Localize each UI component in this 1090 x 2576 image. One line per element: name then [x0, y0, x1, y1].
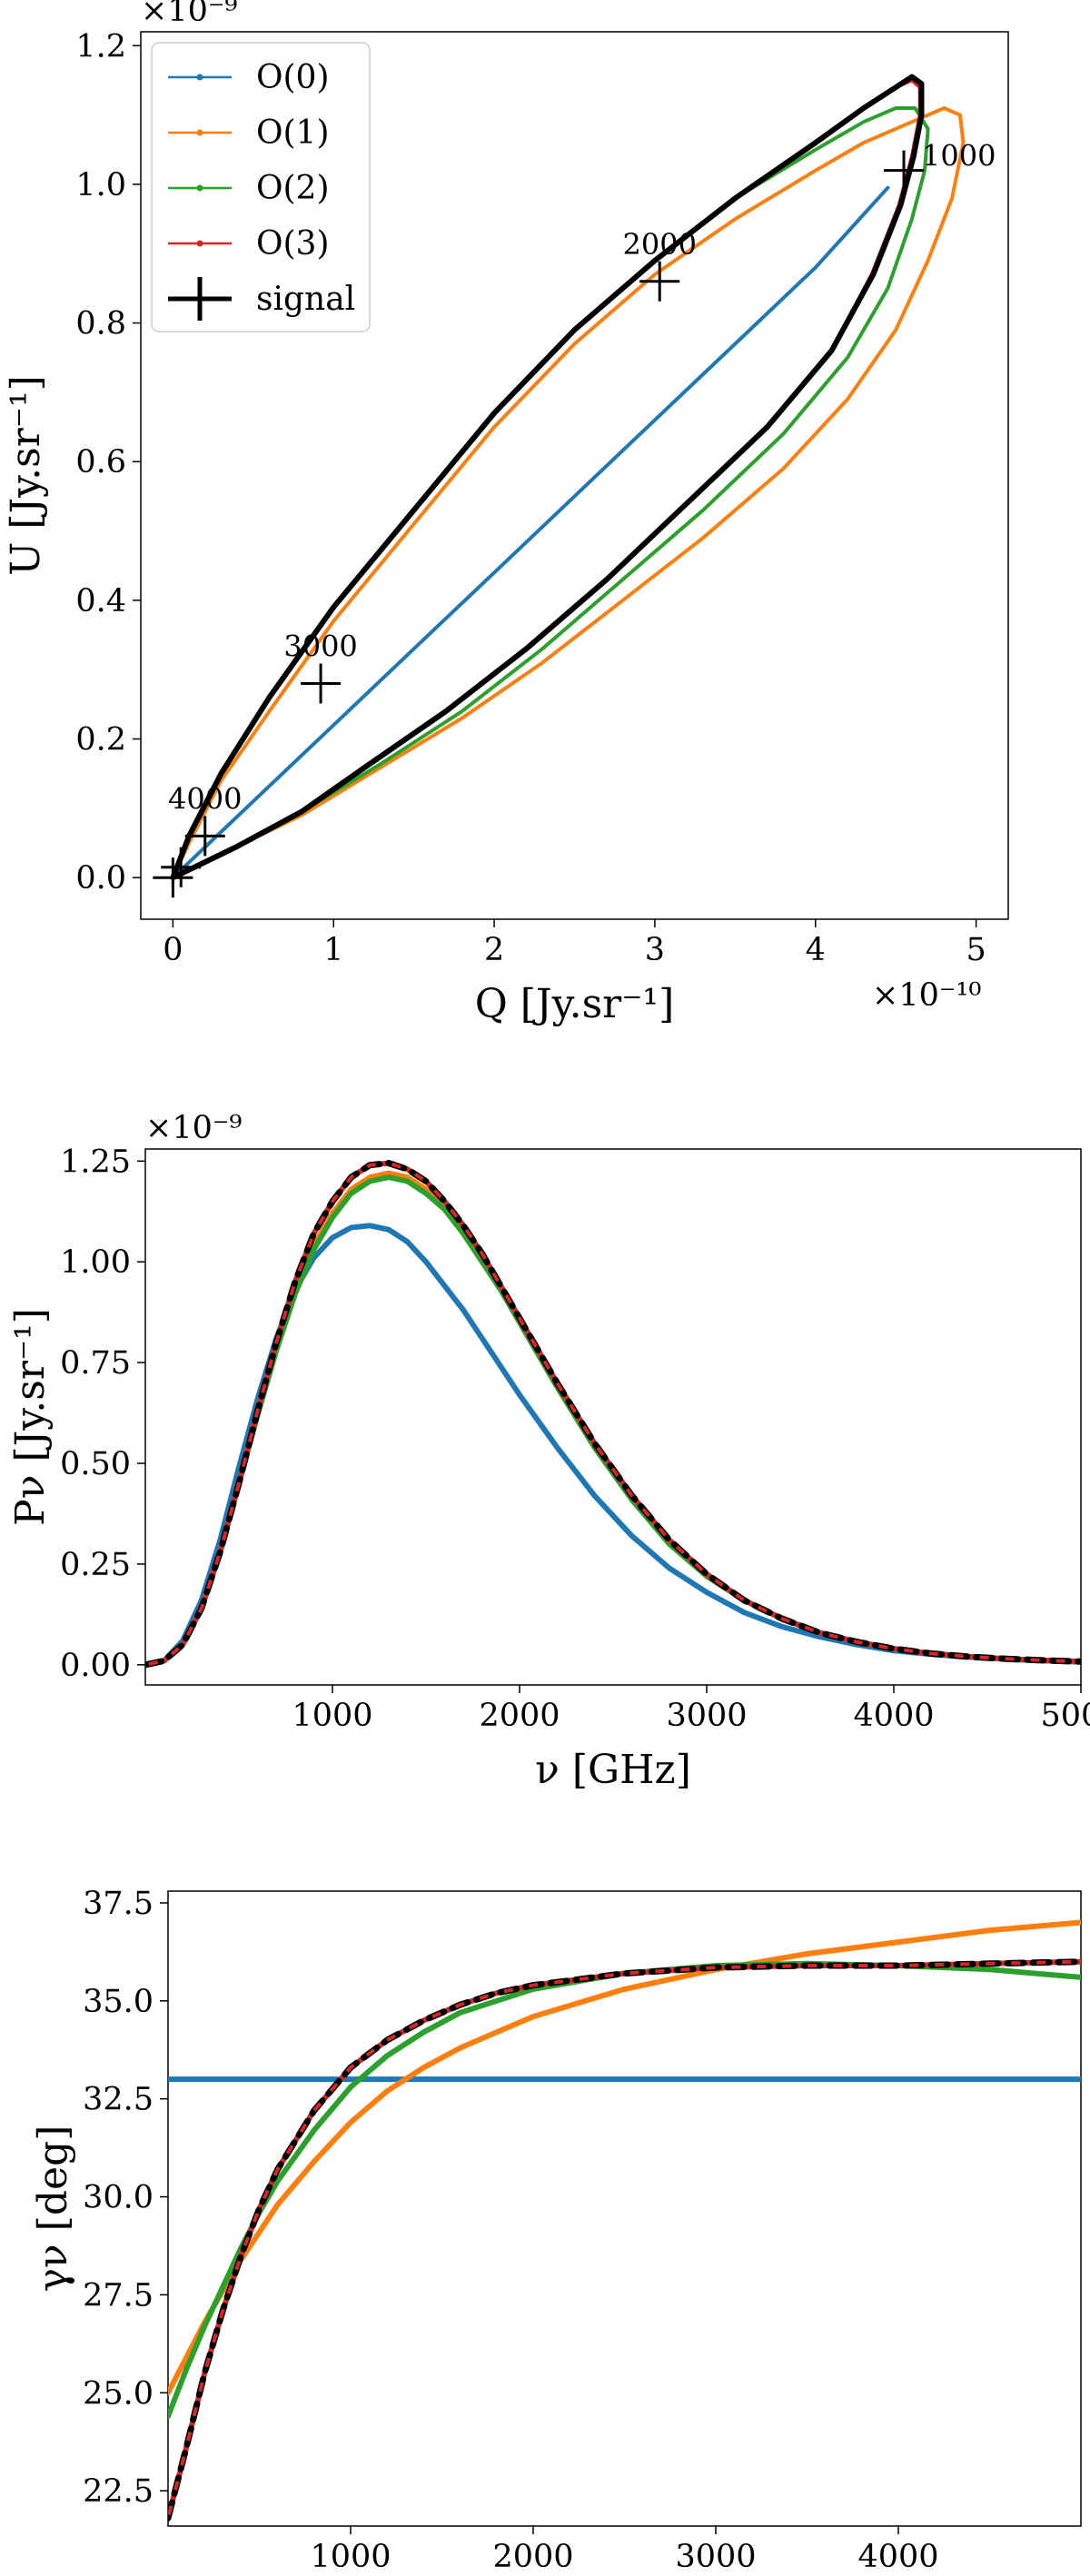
x-tick-label: 0 — [163, 932, 183, 968]
plot-frame — [140, 31, 1009, 920]
series-line-o3-overlay — [145, 1161, 1081, 1667]
plot-area — [168, 1919, 1081, 2522]
x-tick-label: 5 — [966, 932, 986, 968]
y-axis-label: U [Jy.sr⁻¹] — [3, 375, 49, 576]
legend-label: O(3) — [256, 225, 330, 263]
plot-frame — [167, 1890, 1082, 2527]
x-offset-text: ×10⁻¹⁰ — [872, 977, 981, 1014]
y-tick-label: 30.0 — [83, 2180, 154, 2216]
x-axis-label: ν [GHz] — [535, 1747, 691, 1793]
series-line-signal — [170, 74, 925, 881]
y-offset-text: ×10⁻⁹ — [145, 1110, 242, 1146]
series-line-o3 — [168, 1958, 1081, 2522]
x-tick-label: 4 — [806, 932, 826, 968]
x-tick-label: 2 — [484, 932, 504, 968]
y-tick-label: 22.5 — [83, 2473, 154, 2510]
legend-label: signal — [256, 281, 355, 318]
series-line-o1 — [171, 106, 966, 880]
y-tick-label: 1.0 — [75, 167, 126, 203]
y-axis-label: γν [deg] — [30, 2125, 76, 2293]
legend-label: O(1) — [256, 114, 330, 152]
x-tick-label: 3000 — [675, 2539, 756, 2575]
x-tick-label: 1000 — [292, 1698, 372, 1734]
series-line-signal — [145, 1160, 1081, 1669]
legend-marker — [196, 240, 203, 247]
x-tick-label: 5000 — [1040, 1698, 1090, 1734]
series-line-o1 — [168, 1919, 1081, 2396]
qu-plane-chart: 0 1 2 3 4 5 0.0 0.2 0.4 0.6 0.8 1.0 1.2 ×10⁻⁹ ×10⁻¹⁰ Q … — [3, 0, 1009, 1027]
x-tick-label: 3000 — [666, 1698, 747, 1734]
y-offset-text: ×10⁻⁹ — [141, 0, 237, 29]
legend-box — [151, 42, 371, 332]
x-tick-label: 1000 — [310, 2539, 391, 2575]
polarized-intensity-chart: 1000 2000 3000 4000 5000 0.00 0.25 0.50 0.75 1.00… — [7, 1110, 1090, 1793]
y-tick-label: 0.50 — [60, 1446, 131, 1482]
x-axis-label: Q [Jy.sr⁻¹] — [475, 981, 675, 1027]
series-line-o0 — [171, 185, 890, 880]
y-tick-label: 0.2 — [75, 722, 126, 758]
y-tick-label: 37.5 — [83, 1886, 154, 1922]
x-tick-label: 1 — [323, 932, 343, 968]
x-tick-label: 3 — [645, 932, 665, 968]
y-tick-label: 0.8 — [75, 306, 126, 342]
legend-marker — [196, 184, 203, 192]
series-line-o2 — [168, 1960, 1081, 2420]
frequency-annotation: 4000 — [168, 781, 242, 816]
y-tick-label: 1.25 — [60, 1144, 131, 1180]
legend-label: O(0) — [256, 59, 330, 96]
frequency-annotation: 3000 — [283, 629, 357, 663]
series-line-signal — [168, 1958, 1081, 2522]
series-line-o3 — [145, 1160, 1081, 1668]
plot-area — [145, 1160, 1081, 1669]
y-tick-label: 0.75 — [60, 1345, 131, 1382]
x-tick-label: 4000 — [853, 1698, 934, 1734]
y-tick-label: 27.5 — [83, 2277, 154, 2313]
y-tick-label: 1.00 — [60, 1244, 131, 1281]
y-tick-label: 32.5 — [83, 2082, 154, 2118]
polarization-angle-chart: 1000 2000 3000 4000 22.5 25.0 27.5 30.0 32.5 35.0… — [30, 1886, 1082, 2575]
series-line-o3-overlay — [168, 1959, 1081, 2519]
y-tick-label: 0.00 — [60, 1648, 131, 1684]
y-tick-label: 0.0 — [75, 860, 126, 897]
x-tick-label: 2000 — [492, 2539, 573, 2575]
y-tick-label: 0.25 — [60, 1547, 131, 1583]
frequency-annotation: 2000 — [623, 227, 697, 262]
x-tick-label: 4000 — [857, 2539, 938, 2575]
frequency-annotation: 1000 — [922, 139, 996, 173]
plot-area — [170, 74, 966, 881]
y-tick-label: 1.2 — [75, 28, 126, 64]
legend-label: O(2) — [256, 170, 330, 207]
y-tick-label: 35.0 — [83, 1984, 154, 2020]
series-line-o1 — [145, 1170, 1081, 1668]
y-tick-label: 25.0 — [83, 2375, 154, 2412]
y-tick-label: 0.4 — [75, 583, 126, 619]
y-tick-label: 0.6 — [75, 444, 126, 481]
y-axis-label: Pν [Jy.sr⁻¹] — [7, 1308, 54, 1526]
series-line-o0 — [145, 1223, 1081, 1668]
x-tick-label: 2000 — [479, 1698, 560, 1734]
plot-frame — [144, 1148, 1082, 1686]
legend-marker — [196, 74, 203, 81]
legend-marker — [196, 129, 203, 136]
series-line-o2 — [145, 1174, 1081, 1668]
